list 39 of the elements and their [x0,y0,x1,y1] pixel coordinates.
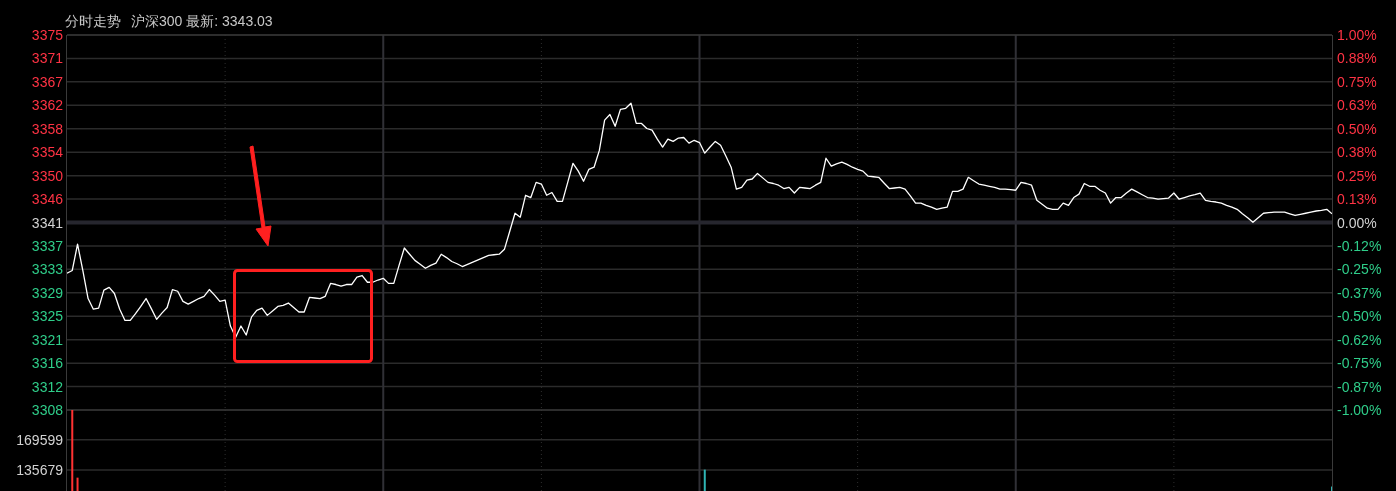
y-tick-label: 3329 [31,284,64,301]
y2-tick-label: -0.75% [1337,355,1382,372]
y-tick-label: 3308 [31,402,64,418]
y2-tick-label: 0.25% [1337,167,1377,184]
y2-tick-label: 0.63% [1337,97,1377,114]
y2-tick-label: -0.62% [1337,331,1382,348]
y-tick-label: 3346 [31,191,64,208]
y-tick-label: 3325 [31,308,64,325]
y-tick-label: 3375 [31,27,64,43]
y-tick-label: 3321 [31,331,64,348]
y2-tick-label: 0.38% [1337,144,1377,161]
chart-subtitle: 沪深300 最新: 3343.03 [131,13,273,29]
y2-tick-label: 1.00% [1337,27,1377,43]
y-tick-label: 3333 [31,261,64,278]
y-tick-label: 3367 [31,73,64,90]
y2-tick-label: 0.00% [1337,214,1377,231]
y-tick-label: 135679 [16,461,64,478]
y-tick-label: 3358 [31,120,64,137]
y2-tick-label: -0.37% [1337,284,1382,301]
y-tick-label: 3362 [31,97,64,114]
y-tick-label: 3341 [31,214,64,231]
y-tick-label: 3316 [31,355,64,372]
y-tick-label: 169599 [16,431,64,448]
y2-tick-label: 0.88% [1337,50,1377,67]
y2-tick-label: -0.87% [1337,378,1382,395]
y2-tick-label: -0.12% [1337,237,1382,254]
y-tick-label: 3337 [31,237,64,254]
y-tick-label: 3350 [31,167,64,184]
y-tick-label: 3312 [31,378,64,395]
line-series [67,102,1332,338]
y2-tick-label: -0.25% [1337,261,1382,278]
y2-tick-label: -1.00% [1337,402,1382,418]
y-tick-label: 3371 [31,50,64,67]
y2-tick-label: 0.75% [1337,73,1377,90]
y2-tick-label: 0.50% [1337,120,1377,137]
y2-tick-label: -0.50% [1337,308,1382,325]
y-tick-label: 3354 [31,144,64,161]
chart-title: 分时走势 [65,13,121,29]
y2-tick-label: 0.13% [1337,191,1377,208]
